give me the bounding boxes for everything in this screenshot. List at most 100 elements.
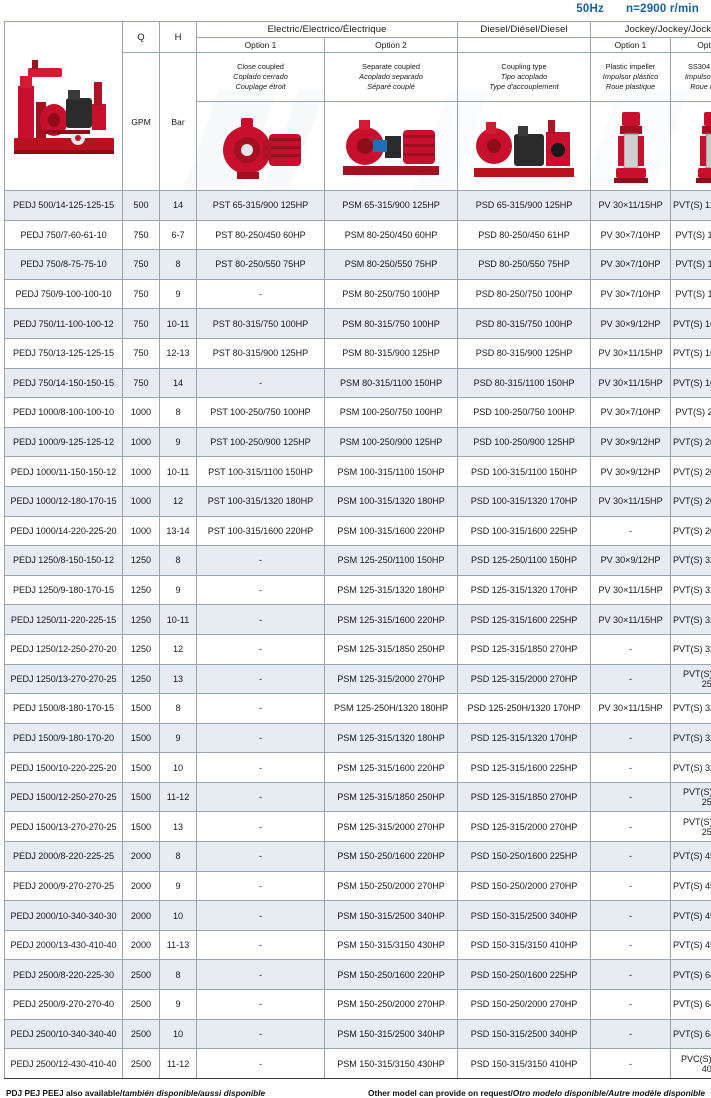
- electric-option2-cell: PSM 125-250/1100 150HP: [325, 546, 458, 576]
- jockey-option1-cell: -: [591, 1049, 671, 1079]
- jockey-option2-cell: PVT(S) 16-14 20HP: [671, 368, 711, 398]
- head-cell: 13: [160, 664, 197, 694]
- head-cell: 9: [160, 575, 197, 605]
- flow-cell: 1250: [123, 664, 160, 694]
- electric-option2-cell: PSM 150-250/2000 270HP: [325, 990, 458, 1020]
- head-cell: 13-14: [160, 516, 197, 546]
- model-cell: PEDJ 500/14-125-125-15: [5, 191, 123, 221]
- diesel-cell: PSD 150-315/3150 410HP: [458, 1049, 591, 1079]
- photo-diesel-engine-pump: [458, 102, 591, 191]
- flow-cell: 2000: [123, 842, 160, 872]
- diesel-cell: PSD 125-250/1100 150HP: [458, 546, 591, 576]
- electric-option1-cell: PST 100-315/1600 220HP: [197, 516, 325, 546]
- diesel-cell: PSD 80-315/750 100HP: [458, 309, 591, 339]
- header-group-jockey-label: Jockey/Jockey/Jockey: [625, 24, 711, 35]
- electric-option1-cell: PST 80-250/550 75HP: [197, 250, 325, 280]
- electric-option1-cell: -: [197, 901, 325, 931]
- jockey-option1-cell: PV 30×11/15HP: [591, 605, 671, 635]
- electric-option1-cell: -: [197, 694, 325, 724]
- head-cell: 8: [160, 250, 197, 280]
- header-diesel-spacer: [458, 38, 591, 53]
- vertical-multistage-ss304-pump-icon: [690, 106, 711, 186]
- jockey-option2-cell: PVT(S) 20-14 20HP: [671, 516, 711, 546]
- flow-cell: 1250: [123, 575, 160, 605]
- head-cell: 10-11: [160, 457, 197, 487]
- jockey-option2-cell: PVT(S) 32-60 15HP: [671, 546, 711, 576]
- model-cell: PEDJ 750/11-100-100-12: [5, 309, 123, 339]
- jockey-option1-cell: -: [591, 782, 671, 812]
- flow-cell: 750: [123, 279, 160, 309]
- electric-option2-cell: PSM 80-250/550 75HP: [325, 250, 458, 280]
- header-jockey-option-1: Option 1: [591, 38, 671, 53]
- jockey-option2-cell: PVT(S) 20-14 20HP: [671, 486, 711, 516]
- header-group-electric-label: Electric/Electrico/Électrique: [267, 24, 386, 35]
- head-cell: 10: [160, 901, 197, 931]
- jockey-option1-cell: PV 30×9/12HP: [591, 457, 671, 487]
- header-row-groups: Q H Electric/Electrico/Électrique Diesel…: [5, 22, 711, 38]
- jockey-option1-cell: -: [591, 842, 671, 872]
- header-group-jockey: Jockey/Jockey/Jockey: [591, 22, 711, 38]
- frequency-label: 50Hz: [576, 3, 604, 15]
- diesel-cell: PSD 80-315/1100 150HP: [458, 368, 591, 398]
- electric-option1-cell: PST 80-250/450 60HP: [197, 220, 325, 250]
- diesel-cell: PSD 125-315/1320 170HP: [458, 575, 591, 605]
- model-cell: PEDJ 750/8-75-75-10: [5, 250, 123, 280]
- head-cell: 8: [160, 842, 197, 872]
- head-cell: 8: [160, 694, 197, 724]
- model-cell: PEDJ 2000/8-220-225-25: [5, 842, 123, 872]
- model-cell: PEDJ 1250/9-180-170-15: [5, 575, 123, 605]
- flow-cell: 1250: [123, 546, 160, 576]
- electric-option2-cell: PSM 80-250/750 100HP: [325, 279, 458, 309]
- flow-cell: 2500: [123, 990, 160, 1020]
- head-cell: 11-12: [160, 782, 197, 812]
- flow-cell: 750: [123, 309, 160, 339]
- electric-option2-cell: PSM 100-250/750 100HP: [325, 398, 458, 428]
- model-cell: PEDJ 1000/11-150-150-12: [5, 457, 123, 487]
- close-coupled-pump-icon: [213, 110, 309, 182]
- jockey-option2-cell: PVT(S) 45-70 40HP: [671, 930, 711, 960]
- head-cell: 11-12: [160, 1049, 197, 1079]
- electric-option1-cell: PST 65-315/900 125HP: [197, 191, 325, 221]
- jockey-option2-cell: PVT(S) 32-80 20HP: [671, 753, 711, 783]
- diesel-cell: PSD 100-250/900 125HP: [458, 427, 591, 457]
- diesel-cell: PSD 150-315/3150 410HP: [458, 930, 591, 960]
- diesel-cell: PSD 100-250/750 100HP: [458, 398, 591, 428]
- diesel-cell: PSD 150-250/2000 270HP: [458, 871, 591, 901]
- flow-cell: 2000: [123, 901, 160, 931]
- electric-option1-cell: PST 100-250/750 100HP: [197, 398, 325, 428]
- jockey-option1-cell: -: [591, 960, 671, 990]
- jockey-option1-cell: PV 30×11/15HP: [591, 191, 671, 221]
- electric-option1-cell: -: [197, 664, 325, 694]
- electric-option1-cell: -: [197, 930, 325, 960]
- jockey-option1-cell: -: [591, 1019, 671, 1049]
- jockey-option1-cell: PV 30×11/15HP: [591, 575, 671, 605]
- electric-option2-cell: PSM 125-315/1600 220HP: [325, 605, 458, 635]
- jockey-option2-cell: PVT(S) 20-10 15HP: [671, 457, 711, 487]
- jockey-option2-cell: PVT(S) 45-50 25HP: [671, 842, 711, 872]
- jockey-option1-cell: -: [591, 634, 671, 664]
- head-cell: 14: [160, 191, 197, 221]
- footer-left: PDJ PEJ PEEJ also available/también disp…: [6, 1088, 265, 1098]
- footer-left-italic: también disponible/aussi disponible: [122, 1088, 265, 1098]
- head-cell: 9: [160, 279, 197, 309]
- desc-es: Coplado cerrado: [197, 72, 324, 82]
- electric-option2-cell: PSM 150-250/2000 270HP: [325, 871, 458, 901]
- jockey-option1-cell: -: [591, 516, 671, 546]
- diesel-cell: PSD 125-250H/1320 170HP: [458, 694, 591, 724]
- flow-cell: 1000: [123, 398, 160, 428]
- jockey-option1-cell: -: [591, 812, 671, 842]
- vertical-multistage-pump-icon: [608, 106, 654, 186]
- jockey-option1-cell: PV 30×9/12HP: [591, 309, 671, 339]
- electric-option2-cell: PSM 100-315/1100 150HP: [325, 457, 458, 487]
- diesel-cell: PSD 80-250/550 75HP: [458, 250, 591, 280]
- jockey-option1-cell: -: [591, 723, 671, 753]
- head-cell: 6-7: [160, 220, 197, 250]
- model-cell: PEDJ 2000/13-430-410-40: [5, 930, 123, 960]
- head-cell: 11-13: [160, 930, 197, 960]
